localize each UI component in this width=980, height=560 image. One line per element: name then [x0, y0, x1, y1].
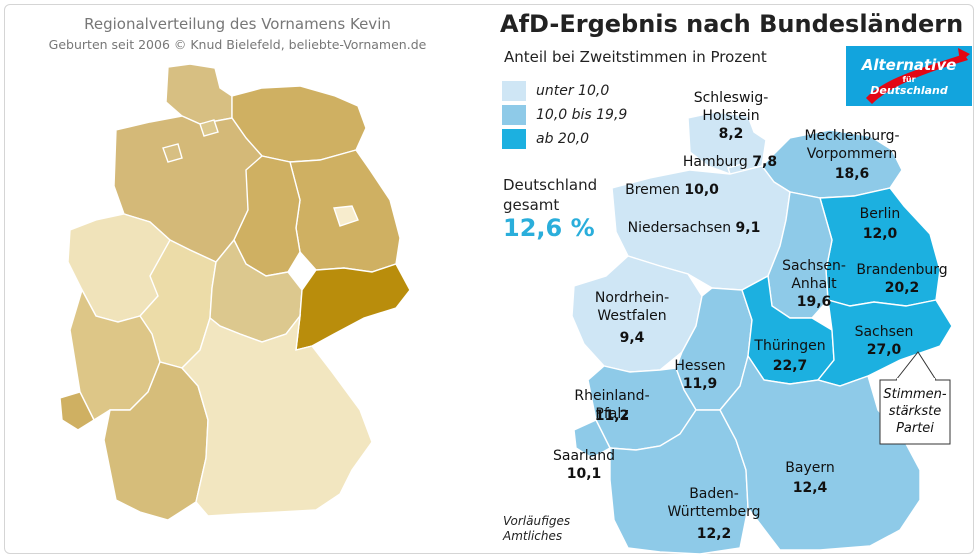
legend-item: 10,0 bis 19,9 [502, 104, 627, 126]
kevin-map-subtitle: Geburten seit 2006 © Knud Bielefeld, bel… [48, 37, 427, 52]
legend-label: ab 20,0 [536, 131, 590, 147]
image-frame [4, 4, 974, 554]
legend-swatch [502, 129, 526, 149]
legend-item: ab 20,0 [502, 128, 627, 150]
kevin-map-title: Regionalverteilung des Vornamens Kevin [84, 15, 391, 33]
legend-swatch [502, 105, 526, 125]
afd-map-subtitle: Anteil bei Zweitstimmen in Prozent [504, 48, 767, 66]
afd-logo-arrow-icon [958, 48, 970, 62]
afd-logo: Alternative für Deutschland [846, 46, 972, 106]
afd-logo-country: Deutschland [870, 84, 948, 97]
legend-swatch [502, 81, 526, 101]
legend: unter 10,0 10,0 bis 19,9 ab 20,0 [502, 80, 627, 152]
afd-logo-fuer: für [902, 75, 915, 84]
afd-logo-word: Alternative [861, 56, 957, 74]
afd-logo-swoosh [866, 54, 968, 104]
germany-total-value: 12,6 % [503, 214, 595, 242]
footnote: Vorläufiges Amtliches [503, 514, 570, 544]
afd-map-title: AfD-Ergebnis nach Bundesländern [500, 10, 964, 38]
footnote-line2: Amtliches [503, 529, 563, 543]
germany-total-label-line2: gesamt [503, 196, 560, 214]
footnote-line1: Vorläufiges [503, 514, 571, 528]
germany-total-label-line1: Deutschland [503, 176, 598, 194]
legend-item: unter 10,0 [502, 80, 627, 102]
legend-label: unter 10,0 [536, 83, 610, 99]
germany-total-label: Deutschland gesamt [503, 175, 597, 215]
legend-label: 10,0 bis 19,9 [536, 107, 628, 123]
